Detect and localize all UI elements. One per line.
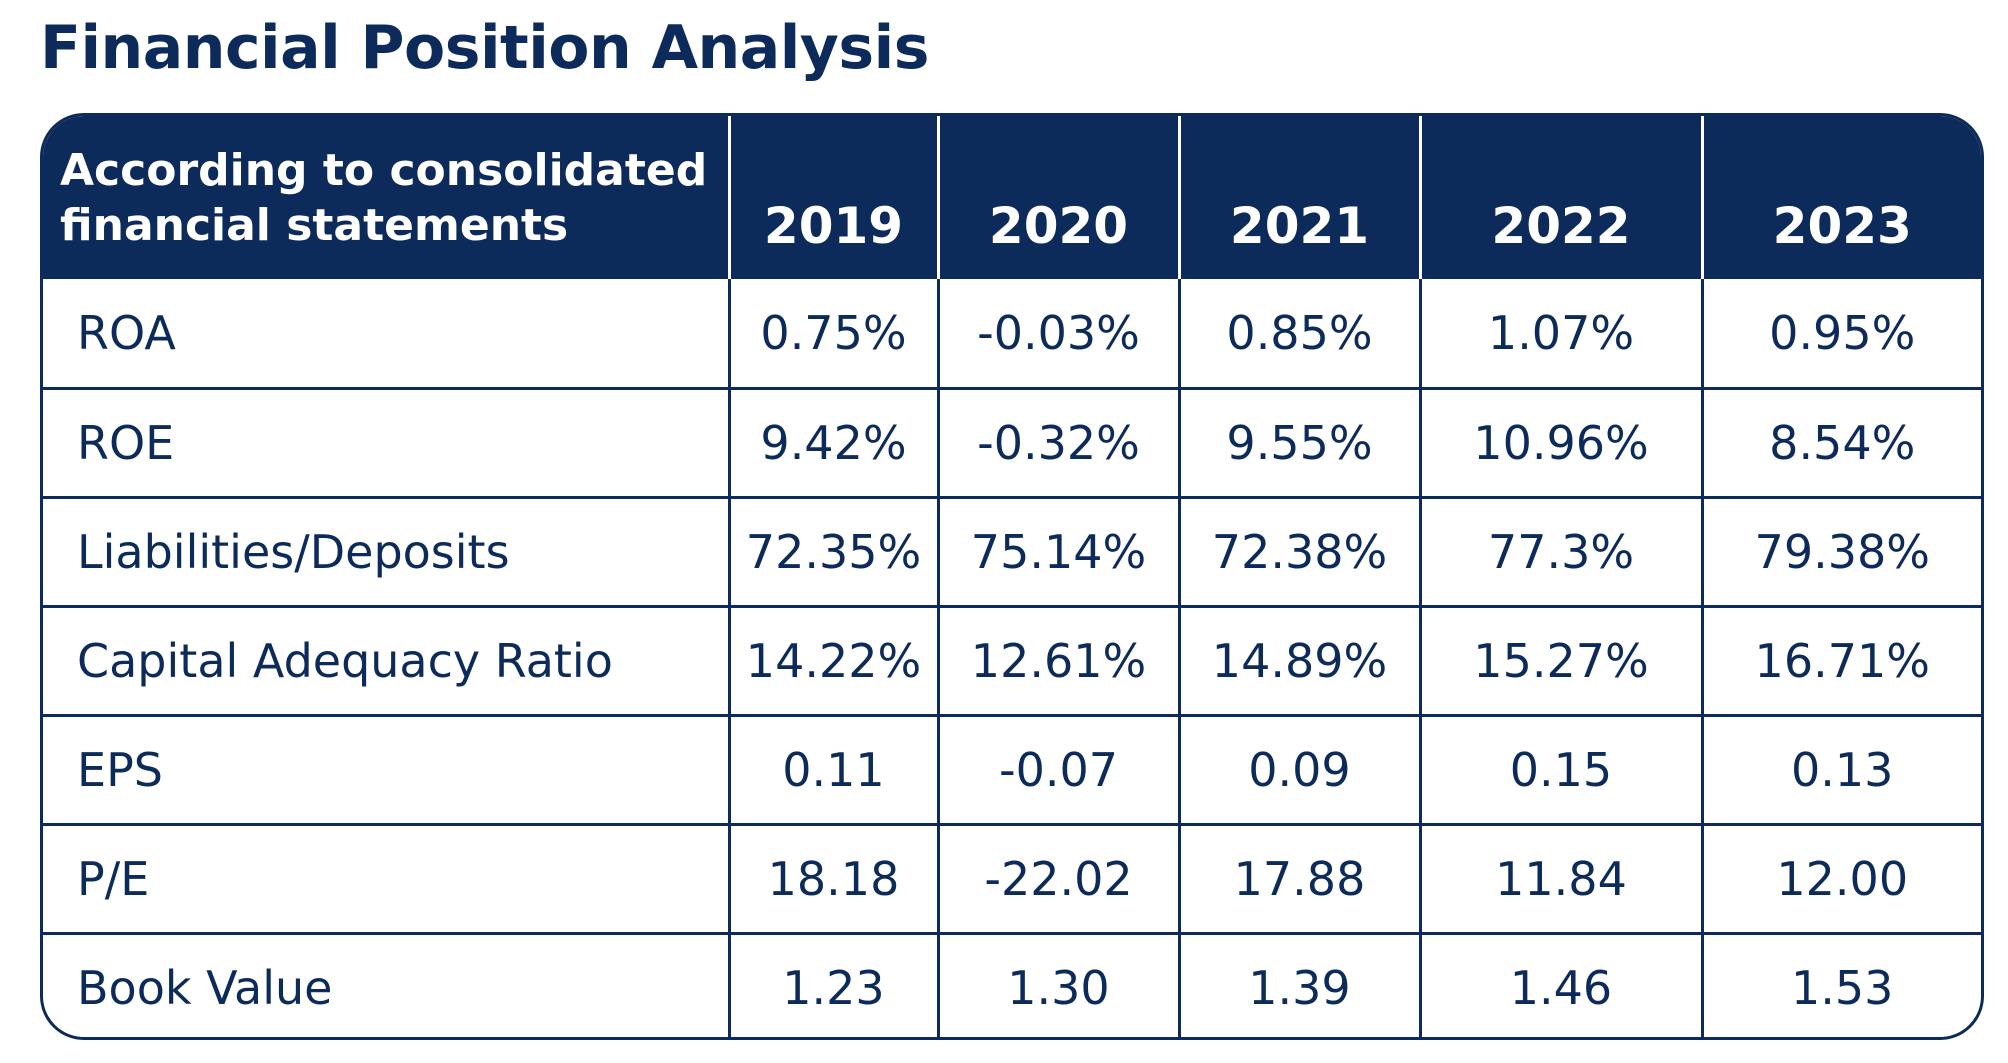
table-cell: 1.23	[727, 931, 938, 1037]
table-cell: 18.18	[727, 822, 938, 933]
table-cell: -0.07	[936, 713, 1179, 824]
table-cell: 0.11	[727, 713, 938, 824]
header-label: According to consolidated financial stat…	[43, 116, 729, 279]
table-cell: 1.46	[1418, 931, 1702, 1037]
table-cell: 12.61%	[936, 604, 1179, 715]
table-cell: 72.35%	[727, 495, 938, 606]
year-header: 2022	[1418, 116, 1702, 279]
table-row: ROE 9.42% -0.32% 9.55% 10.96% 8.54%	[43, 386, 1981, 497]
financial-table-container: According to consolidated financial stat…	[40, 113, 1984, 1040]
row-label: Liabilities/Deposits	[43, 495, 729, 606]
table-cell: 1.53	[1700, 931, 1981, 1037]
table-cell: 0.13	[1700, 713, 1981, 824]
table-cell: 1.30	[936, 931, 1179, 1037]
row-label: Capital Adequacy Ratio	[43, 604, 729, 715]
table-cell: -22.02	[936, 822, 1179, 933]
year-header: 2020	[936, 116, 1179, 279]
table-cell: -0.32%	[936, 386, 1179, 497]
row-label: Book Value	[43, 931, 729, 1037]
row-label: ROE	[43, 386, 729, 497]
table-cell: 0.75%	[727, 279, 938, 388]
table-cell: 15.27%	[1418, 604, 1702, 715]
table-row: Book Value 1.23 1.30 1.39 1.46 1.53	[43, 931, 1981, 1037]
table-cell: 11.84	[1418, 822, 1702, 933]
table-cell: 0.85%	[1177, 279, 1420, 388]
table-cell: 0.15	[1418, 713, 1702, 824]
table-header-row: According to consolidated financial stat…	[43, 116, 1981, 279]
table-cell: 10.96%	[1418, 386, 1702, 497]
table-row: P/E 18.18 -22.02 17.88 11.84 12.00	[43, 822, 1981, 933]
table-cell: 0.95%	[1700, 279, 1981, 388]
table-row: EPS 0.11 -0.07 0.09 0.15 0.13	[43, 713, 1981, 824]
year-header: 2019	[727, 116, 938, 279]
table-row: ROA 0.75% -0.03% 0.85% 1.07% 0.95%	[43, 279, 1981, 388]
page-title: Financial Position Analysis	[40, 13, 929, 83]
table-cell: 0.09	[1177, 713, 1420, 824]
row-label: ROA	[77, 305, 176, 360]
table-cell: 12.00	[1700, 822, 1981, 933]
table-cell: 8.54%	[1700, 386, 1981, 497]
financial-position-table: According to consolidated financial stat…	[43, 116, 1981, 1037]
table-cell: 9.42%	[727, 386, 938, 497]
row-label: P/E	[43, 822, 729, 933]
table-cell: 79.38%	[1700, 495, 1981, 606]
table-cell: 9.55%	[1177, 386, 1420, 497]
table-row: Capital Adequacy Ratio 14.22% 12.61% 14.…	[43, 604, 1981, 715]
table-row: Liabilities/Deposits 72.35% 75.14% 72.38…	[43, 495, 1981, 606]
year-header: 2023	[1700, 116, 1981, 279]
table-cell: 1.07%	[1418, 279, 1702, 388]
table-cell: 16.71%	[1700, 604, 1981, 715]
table-cell: 17.88	[1177, 822, 1420, 933]
table-cell: 77.3%	[1418, 495, 1702, 606]
table-cell: 14.22%	[727, 604, 938, 715]
table-cell: 1.39	[1177, 931, 1420, 1037]
table-cell: -0.03%	[936, 279, 1179, 388]
year-header: 2021	[1177, 116, 1420, 279]
table-cell: 72.38%	[1177, 495, 1420, 606]
row-label: EPS	[43, 713, 729, 824]
table-cell: 75.14%	[936, 495, 1179, 606]
table-cell: 14.89%	[1177, 604, 1420, 715]
